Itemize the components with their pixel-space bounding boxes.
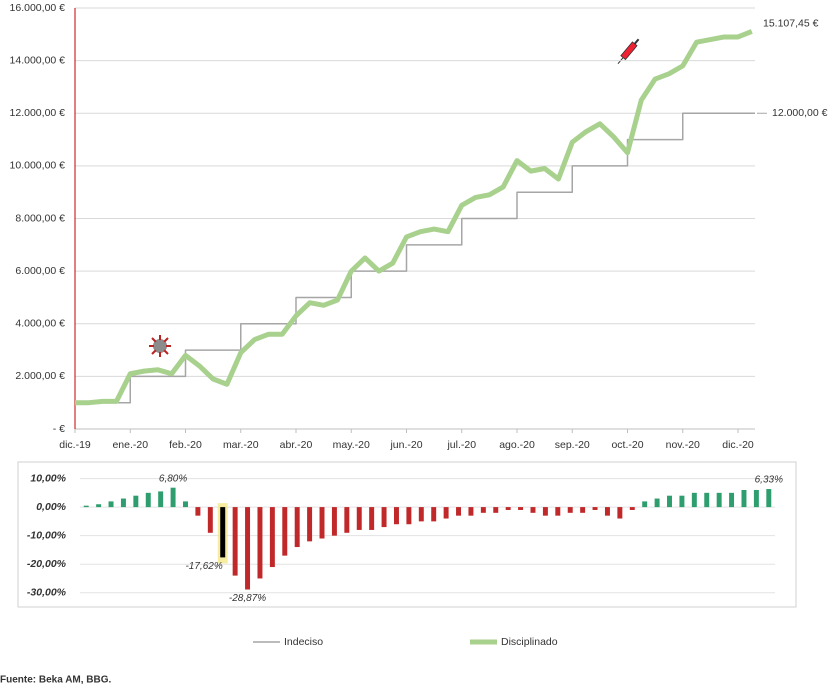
bar	[679, 495, 685, 508]
bar	[158, 491, 164, 508]
y-tick-label: -10,00%	[27, 529, 67, 541]
bar	[617, 507, 623, 519]
bar	[418, 507, 424, 522]
x-tick-label: may.-20	[333, 439, 370, 451]
y-tick-label: 4.000,00 €	[15, 318, 65, 330]
bar	[294, 507, 300, 548]
bar	[542, 507, 548, 516]
x-tick-label: dic.-19	[59, 439, 91, 451]
bar	[369, 507, 375, 530]
value-label: -28,87%	[229, 593, 266, 604]
bar	[555, 507, 561, 516]
x-tick-label: ago.-20	[499, 439, 535, 451]
value-label: 15.107,45 €	[763, 17, 819, 29]
value-label: 6,80%	[159, 473, 187, 484]
x-tick-label: dic.-20	[722, 439, 754, 451]
virus-icon	[149, 335, 171, 357]
x-tick-label: abr.-20	[280, 439, 313, 451]
bar	[654, 498, 660, 508]
bar	[567, 507, 573, 513]
legend-label: Indeciso	[284, 636, 323, 648]
bar	[480, 507, 486, 513]
series-line	[75, 112, 755, 404]
bar	[580, 507, 586, 513]
x-tick-label: nov.-20	[666, 439, 700, 451]
bar	[443, 507, 449, 519]
y-tick-label: - €	[53, 423, 65, 435]
bar	[642, 501, 648, 508]
bar	[493, 507, 499, 513]
source: Fuente: Beka AM, BBG.	[0, 675, 112, 686]
bar	[716, 492, 722, 508]
bar	[319, 507, 325, 539]
syringe-icon	[617, 38, 640, 65]
bar	[183, 501, 188, 508]
x-tick-label: mar.-20	[223, 439, 259, 451]
bar	[83, 505, 89, 508]
bar	[133, 495, 139, 508]
x-tick-label: feb.-20	[169, 439, 202, 451]
y-tick-label: 16.000,00 €	[10, 2, 66, 14]
bar	[629, 507, 635, 510]
subchart-frame	[17, 461, 797, 608]
bar	[406, 507, 412, 525]
bar	[592, 507, 598, 510]
y-tick-label: 0,00%	[36, 501, 66, 513]
bar	[753, 489, 759, 508]
bar	[393, 507, 399, 525]
bar	[344, 507, 350, 533]
x-tick-label: jun.-20	[389, 439, 422, 451]
y-tick-label: 6.000,00 €	[15, 265, 65, 277]
x-tick-label: sep.-20	[555, 439, 590, 451]
y-tick-label: -20,00%	[27, 558, 67, 570]
bar	[741, 489, 747, 508]
bar	[431, 507, 437, 522]
y-tick-label: 14.000,00 €	[10, 54, 66, 66]
bar	[207, 507, 213, 533]
y-tick-label: 2.000,00 €	[15, 370, 65, 382]
value-label: 12.000,00 €	[772, 107, 828, 119]
legend-label: Disciplinado	[501, 636, 558, 648]
bar	[604, 507, 610, 516]
bar	[232, 507, 238, 576]
bar	[729, 492, 735, 508]
bar	[704, 492, 710, 508]
bar	[456, 507, 462, 516]
bar	[245, 507, 251, 590]
y-tick-label: 8.000,00 €	[15, 212, 65, 224]
bar	[766, 489, 772, 508]
series-line	[75, 29, 753, 406]
bar	[195, 507, 201, 516]
y-tick-label: -30,00%	[27, 587, 67, 599]
bar	[269, 507, 275, 568]
y-tick-label: 10,00%	[30, 472, 66, 484]
bar	[96, 504, 102, 508]
bar	[518, 507, 524, 510]
bar	[331, 507, 337, 536]
x-tick-label: jul.-20	[446, 439, 476, 451]
bar	[356, 507, 362, 530]
y-tick-label: 10.000,00 €	[10, 160, 66, 172]
bar	[282, 507, 288, 556]
bar	[381, 507, 387, 528]
bar	[667, 495, 672, 508]
bar	[530, 507, 536, 513]
bar	[257, 507, 263, 579]
x-tick-label: ene.-20	[112, 439, 148, 451]
bar	[108, 501, 114, 508]
bar	[307, 507, 313, 542]
y-tick-label: 12.000,00 €	[10, 107, 66, 119]
x-tick-label: oct.-20	[611, 439, 643, 451]
bar	[468, 507, 474, 516]
bar	[505, 507, 511, 510]
bar	[691, 492, 697, 508]
bar	[220, 507, 226, 558]
bar	[170, 487, 176, 508]
bar	[120, 498, 126, 508]
bar	[145, 492, 151, 508]
value-label: -17,62%	[185, 561, 222, 572]
value-label: 6,33%	[755, 475, 783, 486]
